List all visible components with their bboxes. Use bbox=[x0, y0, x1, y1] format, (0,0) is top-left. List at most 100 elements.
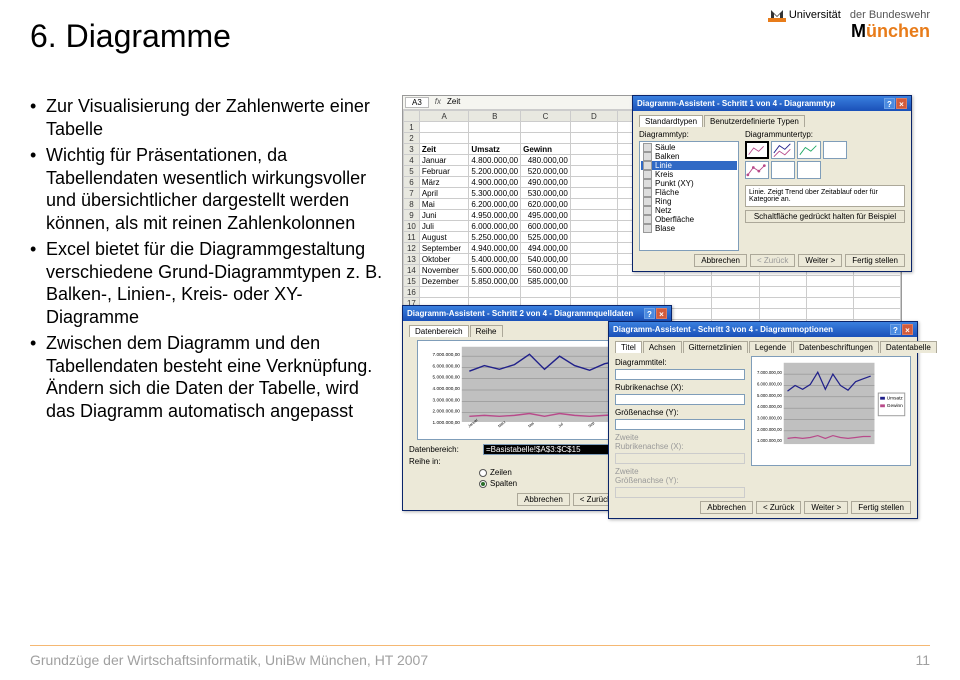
chart-type-item[interactable]: Punkt (XY) bbox=[641, 179, 737, 188]
cell[interactable] bbox=[806, 276, 853, 287]
row-header[interactable]: 12 bbox=[404, 243, 420, 254]
row-header[interactable]: 8 bbox=[404, 199, 420, 210]
cell[interactable] bbox=[759, 287, 806, 298]
row-header[interactable]: 7 bbox=[404, 188, 420, 199]
chart-type-item[interactable]: Säule bbox=[641, 143, 737, 152]
cell[interactable] bbox=[618, 276, 665, 287]
col-header[interactable]: A bbox=[419, 111, 469, 122]
row-header[interactable]: 13 bbox=[404, 254, 420, 265]
cell[interactable] bbox=[570, 166, 617, 177]
tab-datentabelle[interactable]: Datentabelle bbox=[880, 341, 937, 353]
tab-datenbeschriftungen[interactable]: Datenbeschriftungen bbox=[793, 341, 879, 353]
row-header[interactable]: 14 bbox=[404, 265, 420, 276]
cell[interactable] bbox=[712, 309, 759, 320]
help-icon[interactable]: ? bbox=[890, 324, 901, 335]
cell[interactable]: 5.250.000,00 bbox=[469, 232, 521, 243]
cell[interactable]: 5.200.000,00 bbox=[469, 166, 521, 177]
subtype-thumb[interactable] bbox=[771, 141, 795, 159]
cancel-button[interactable]: Abbrechen bbox=[517, 493, 570, 506]
subtype-thumb[interactable] bbox=[771, 161, 795, 179]
cell[interactable] bbox=[570, 287, 617, 298]
cell[interactable] bbox=[570, 210, 617, 221]
chart-type-list[interactable]: SäuleBalkenLinieKreisPunkt (XY)FlächeRin… bbox=[639, 141, 739, 251]
cell[interactable]: 585.000,00 bbox=[521, 276, 571, 287]
cell[interactable]: Dezember bbox=[419, 276, 469, 287]
cell[interactable] bbox=[665, 276, 712, 287]
cat-x-input[interactable] bbox=[615, 394, 745, 405]
cancel-button[interactable]: Abbrechen bbox=[700, 501, 753, 514]
cell[interactable]: 530.000,00 bbox=[521, 188, 571, 199]
cell[interactable] bbox=[521, 122, 571, 133]
tab-series[interactable]: Reihe bbox=[470, 325, 503, 337]
cell[interactable] bbox=[521, 287, 571, 298]
cell[interactable] bbox=[853, 298, 900, 309]
row-header[interactable]: 3 bbox=[404, 144, 420, 155]
cell[interactable]: Zeit bbox=[419, 144, 469, 155]
cell[interactable] bbox=[570, 199, 617, 210]
row-header[interactable]: 5 bbox=[404, 166, 420, 177]
cell[interactable]: 4.800.000,00 bbox=[469, 155, 521, 166]
row-header[interactable]: 4 bbox=[404, 155, 420, 166]
cell[interactable]: 540.000,00 bbox=[521, 254, 571, 265]
cell[interactable] bbox=[570, 177, 617, 188]
chart-type-item[interactable]: Blase bbox=[641, 224, 737, 233]
cell[interactable]: 600.000,00 bbox=[521, 221, 571, 232]
back-button[interactable]: < Zurück bbox=[756, 501, 801, 514]
next-button[interactable]: Weiter > bbox=[798, 254, 842, 267]
close-icon[interactable]: × bbox=[896, 98, 907, 109]
cell[interactable]: März bbox=[419, 177, 469, 188]
subtype-thumb[interactable] bbox=[797, 161, 821, 179]
subtype-thumb[interactable] bbox=[745, 161, 769, 179]
cell[interactable]: Oktober bbox=[419, 254, 469, 265]
cell[interactable] bbox=[570, 133, 617, 144]
back-button[interactable]: < Zurück bbox=[750, 254, 795, 267]
cell[interactable] bbox=[570, 221, 617, 232]
formula-bar[interactable]: Zeit bbox=[447, 97, 460, 108]
chart-title-input[interactable] bbox=[615, 369, 745, 380]
cell[interactable] bbox=[570, 232, 617, 243]
cell[interactable]: Gewinn bbox=[521, 144, 571, 155]
hold-preview-button[interactable]: Schaltfläche gedrückt halten für Beispie… bbox=[745, 210, 905, 223]
cell[interactable]: 5.600.000,00 bbox=[469, 265, 521, 276]
cell[interactable]: 6.000.000,00 bbox=[469, 221, 521, 232]
cell[interactable]: September bbox=[419, 243, 469, 254]
cell[interactable] bbox=[853, 276, 900, 287]
row-header[interactable]: 1 bbox=[404, 122, 420, 133]
cell[interactable] bbox=[759, 298, 806, 309]
chart-type-item[interactable]: Linie bbox=[641, 161, 737, 170]
cell[interactable] bbox=[806, 287, 853, 298]
cell[interactable] bbox=[469, 287, 521, 298]
chart-type-item[interactable]: Balken bbox=[641, 152, 737, 161]
cell[interactable]: 6.200.000,00 bbox=[469, 199, 521, 210]
close-icon[interactable]: × bbox=[902, 324, 913, 335]
cell[interactable]: 620.000,00 bbox=[521, 199, 571, 210]
val-y-input[interactable] bbox=[615, 419, 745, 430]
cell[interactable] bbox=[570, 155, 617, 166]
col-header[interactable]: D bbox=[570, 111, 617, 122]
cell[interactable] bbox=[853, 309, 900, 320]
cell[interactable] bbox=[469, 122, 521, 133]
help-icon[interactable]: ? bbox=[884, 98, 895, 109]
cell[interactable]: 5.300.000,00 bbox=[469, 188, 521, 199]
cell[interactable] bbox=[570, 144, 617, 155]
cell[interactable]: 495.000,00 bbox=[521, 210, 571, 221]
cell[interactable] bbox=[570, 122, 617, 133]
tab-titel[interactable]: Titel bbox=[615, 341, 642, 353]
cell[interactable] bbox=[759, 309, 806, 320]
next-button[interactable]: Weiter > bbox=[804, 501, 848, 514]
help-icon[interactable]: ? bbox=[644, 308, 655, 319]
cell[interactable] bbox=[806, 298, 853, 309]
close-icon[interactable]: × bbox=[656, 308, 667, 319]
cell[interactable]: 4.940.000,00 bbox=[469, 243, 521, 254]
chart-type-item[interactable]: Oberfläche bbox=[641, 215, 737, 224]
row-header[interactable]: 10 bbox=[404, 221, 420, 232]
cell[interactable] bbox=[570, 276, 617, 287]
cell[interactable]: Umsatz bbox=[469, 144, 521, 155]
finish-button[interactable]: Fertig stellen bbox=[851, 501, 911, 514]
subtype-thumb[interactable] bbox=[797, 141, 821, 159]
tab-achsen[interactable]: Achsen bbox=[643, 341, 682, 353]
cell[interactable]: 520.000,00 bbox=[521, 166, 571, 177]
chart-type-item[interactable]: Fläche bbox=[641, 188, 737, 197]
cell[interactable] bbox=[570, 254, 617, 265]
subtype-thumb[interactable] bbox=[745, 141, 769, 159]
